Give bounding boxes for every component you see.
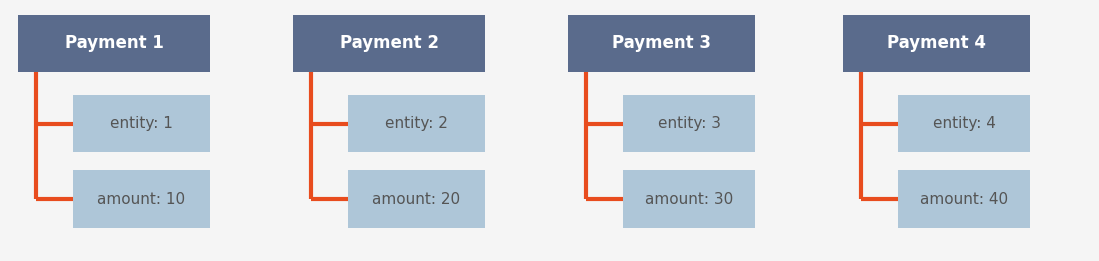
Text: amount: 20: amount: 20 — [373, 192, 460, 206]
Text: Payment 4: Payment 4 — [887, 34, 986, 52]
FancyBboxPatch shape — [623, 95, 755, 152]
FancyBboxPatch shape — [623, 170, 755, 228]
Text: Payment 3: Payment 3 — [612, 34, 711, 52]
Text: entity: 4: entity: 4 — [933, 116, 996, 131]
Text: amount: 40: amount: 40 — [920, 192, 1008, 206]
Text: Payment 1: Payment 1 — [65, 34, 164, 52]
FancyBboxPatch shape — [898, 95, 1030, 152]
Text: amount: 10: amount: 10 — [98, 192, 186, 206]
FancyBboxPatch shape — [843, 15, 1030, 72]
FancyBboxPatch shape — [73, 170, 210, 228]
Text: Payment 2: Payment 2 — [340, 34, 439, 52]
Text: entity: 3: entity: 3 — [657, 116, 721, 131]
FancyBboxPatch shape — [293, 15, 485, 72]
FancyBboxPatch shape — [18, 15, 210, 72]
Text: entity: 1: entity: 1 — [110, 116, 173, 131]
Text: entity: 2: entity: 2 — [385, 116, 448, 131]
FancyBboxPatch shape — [898, 170, 1030, 228]
FancyBboxPatch shape — [348, 170, 485, 228]
FancyBboxPatch shape — [73, 95, 210, 152]
FancyBboxPatch shape — [348, 95, 485, 152]
Text: amount: 30: amount: 30 — [645, 192, 733, 206]
FancyBboxPatch shape — [568, 15, 755, 72]
